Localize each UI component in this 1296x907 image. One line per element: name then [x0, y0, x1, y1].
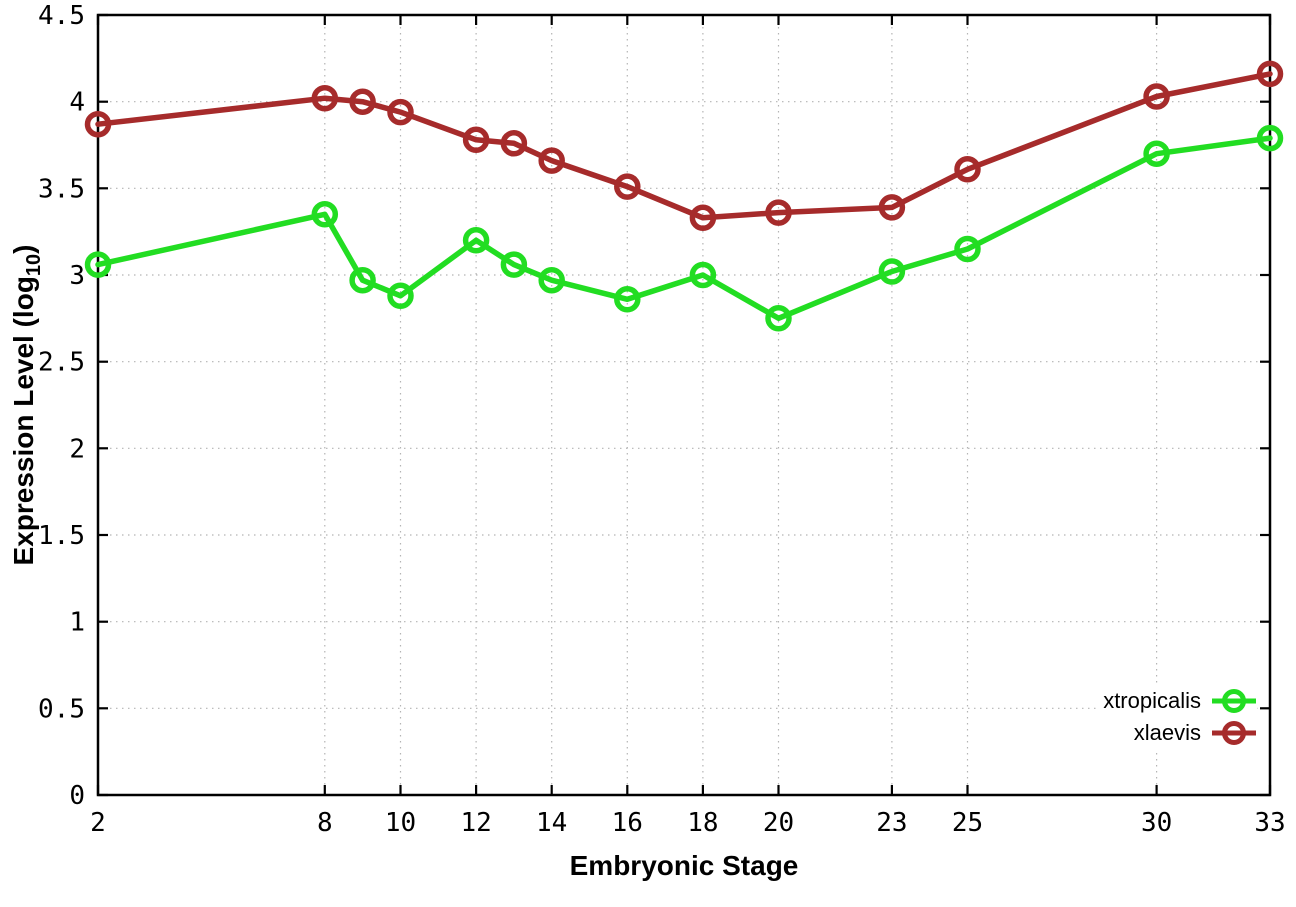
data-point — [462, 126, 490, 154]
data-point — [84, 110, 112, 138]
data-point — [1143, 83, 1170, 110]
data-point — [689, 204, 717, 232]
data-point — [1256, 60, 1284, 88]
y-tick-label: 3 — [69, 261, 85, 291]
data-point — [311, 84, 339, 112]
series-xlaevis — [84, 60, 1284, 232]
data-point — [1256, 124, 1284, 152]
y-axis-title: Expression Level (log10) — [8, 245, 46, 566]
data-point — [954, 156, 981, 183]
data-point — [311, 201, 339, 228]
data-point — [462, 227, 490, 254]
legend-marker-xtropicalis — [1212, 689, 1256, 713]
data-point — [1143, 140, 1170, 167]
y-tick-label: 4.5 — [38, 1, 85, 31]
series-line — [95, 135, 1273, 322]
data-point — [349, 88, 376, 115]
y-tick-label: 0 — [69, 781, 85, 811]
gridlines — [98, 15, 1270, 795]
y-tick-label: 1.5 — [38, 521, 85, 551]
y-tick-label: 4 — [69, 88, 85, 118]
x-tick-label: 23 — [876, 808, 907, 838]
legend-item-xlaevis: xlaevis — [1103, 717, 1257, 749]
data-point — [538, 266, 565, 294]
x-tick-label: 20 — [763, 808, 794, 838]
legend-item-xtropicalis: xtropicalis — [1103, 685, 1257, 717]
x-tick-label: 25 — [952, 808, 983, 838]
data-point — [387, 282, 414, 310]
y-tick-label: 0.5 — [38, 694, 85, 724]
y-axis-title-subscript: 10 — [22, 253, 45, 277]
y-axis-title-text: Expression Level (log — [8, 276, 40, 566]
axis-ticks — [96, 13, 1272, 797]
data-point — [878, 194, 906, 221]
legend-label-xtropicalis: xtropicalis — [1103, 688, 1201, 713]
legend-label-xlaevis: xlaevis — [1133, 720, 1201, 745]
x-tick-label: 30 — [1141, 808, 1172, 838]
x-tick-label: 33 — [1254, 808, 1285, 838]
data-point — [538, 147, 565, 174]
x-tick-label: 16 — [612, 808, 643, 838]
x-tick-label: 8 — [317, 808, 333, 838]
y-tick-label: 2.5 — [38, 348, 85, 378]
legend: xtropicalis xlaevis — [1097, 685, 1257, 749]
y-tick-label: 1 — [69, 608, 85, 638]
data-point — [878, 258, 906, 285]
data-point — [387, 98, 414, 126]
data-point — [500, 130, 528, 157]
data-point — [84, 251, 112, 278]
y-tick-label: 3.5 — [38, 174, 85, 204]
x-tick-label: 18 — [687, 808, 718, 838]
x-axis-title: Embryonic Stage — [569, 850, 799, 881]
legend-marker-xlaevis — [1212, 721, 1256, 745]
data-point — [349, 266, 376, 294]
data-point — [614, 286, 641, 313]
data-point — [689, 261, 717, 289]
data-point — [765, 305, 792, 332]
series-xtropicalis — [84, 124, 1284, 332]
series-line — [95, 71, 1273, 221]
tick-labels: 2 8 10 12 14 16 18 20 23 25 30 33 0 0.5 1 1.5 2 2.5 3 3.5 4 4… — [38, 1, 1286, 838]
x-tick-label: 10 — [385, 808, 416, 838]
data-point — [500, 251, 528, 278]
data-point — [614, 173, 641, 200]
y-axis-title-close: ) — [8, 244, 40, 254]
x-tick-label: 14 — [536, 808, 567, 838]
data-point — [765, 199, 792, 226]
plot-border — [96, 13, 1272, 797]
data-point — [954, 235, 981, 263]
y-tick-label: 2 — [69, 434, 85, 464]
x-tick-label: 12 — [460, 808, 491, 838]
x-tick-label: 2 — [90, 808, 106, 838]
